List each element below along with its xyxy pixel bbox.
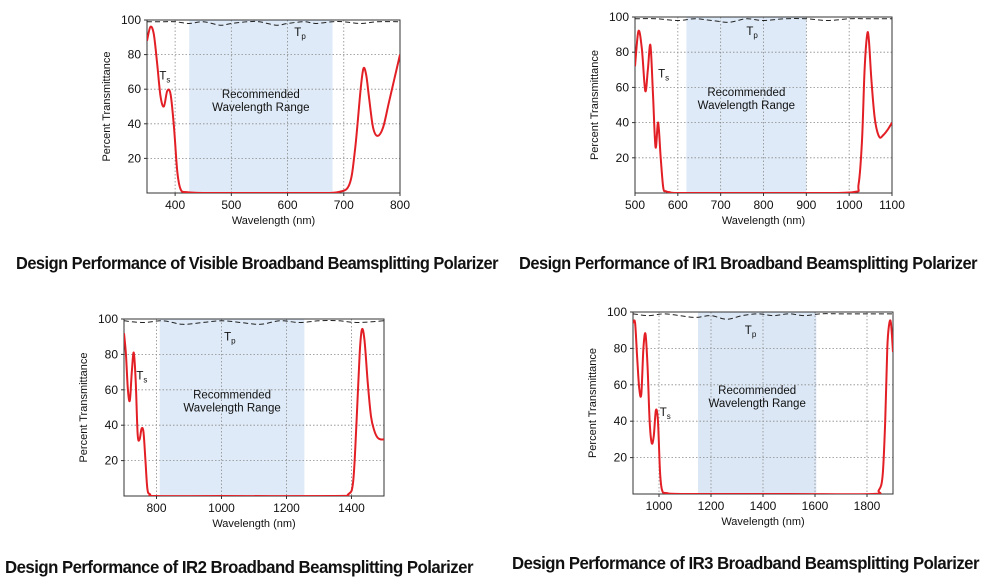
series-ts-ir1 <box>635 29 892 193</box>
x-tick-label: 1400 <box>750 499 777 513</box>
y-axis-label-ir2: Percent Transmittance <box>78 352 90 462</box>
y-axis-label-ir3: Percent Transmittance <box>587 348 599 458</box>
x-axis-label-ir2: Wavelength (nm) <box>212 518 295 530</box>
recommended-range-label: Wavelength Range <box>212 102 309 114</box>
chart-ir1: 500 600 700 800 900 1000 1100 20 40 60 80 100 Wavele… <box>589 10 905 227</box>
series-tp-visible <box>147 20 400 26</box>
x-tick-label: 500 <box>221 198 241 212</box>
chart-panel-ir2: 800 1000 1200 1400 20 40 60 80 100 Wavelength (nm… <box>0 291 492 583</box>
chart-caption-ir1: Design Performance of IR1 Broadband Beam… <box>519 253 978 273</box>
y-axis-label-ir1: Percent Transmittance <box>589 50 601 160</box>
recommended-range-label: Recommended <box>718 385 796 397</box>
series-annotation: Ts <box>136 371 147 385</box>
y-tick-label: 100 <box>121 13 141 27</box>
series-tp-ir1 <box>635 18 892 23</box>
x-axis-label-visible: Wavelength (nm) <box>232 215 315 227</box>
recommended-range-label: Recommended <box>222 89 300 101</box>
chart-caption-visible: Design Performance of Visible Broadband … <box>16 253 499 273</box>
gridlines-ir1 <box>635 17 892 193</box>
recommended-range-ir2 <box>159 319 305 496</box>
recommended-range-label: Wavelength Range <box>183 403 280 415</box>
y-tick-label: 40 <box>128 117 142 131</box>
x-tick-label: 1000 <box>208 501 235 515</box>
series-ts-ir3 <box>633 319 893 494</box>
x-tick-label: 800 <box>146 501 166 515</box>
y-tick-label: 100 <box>98 312 118 326</box>
chart-ir3: 1000 1200 1400 1600 1800 20 40 60 80 100 Wavelengt… <box>587 305 894 528</box>
chart-panel-ir3: 1000 1200 1400 1600 1800 20 40 60 80 100 Wavelengt… <box>492 291 985 583</box>
y-tick-label: 20 <box>614 451 628 465</box>
series-annotation: Ts <box>658 68 669 82</box>
recommended-range-label: Wavelength Range <box>698 100 795 112</box>
recommended-range-label: Wavelength Range <box>708 398 805 410</box>
x-tick-label: 1000 <box>646 499 673 513</box>
chart-ir2: 800 1000 1200 1400 20 40 60 80 100 Wavelength (nm… <box>78 312 385 530</box>
y-tick-label: 20 <box>105 454 119 468</box>
y-tick-label: 80 <box>128 48 142 62</box>
x-tick-label: 700 <box>334 198 354 212</box>
chart-panel-ir1: 500 600 700 800 900 1000 1100 20 40 60 80 100 Wavele… <box>492 0 985 291</box>
x-tick-label: 400 <box>165 198 185 212</box>
chart-caption-ir2: Design Performance of IR2 Broadband Beam… <box>5 557 474 577</box>
y-tick-label: 100 <box>607 305 627 319</box>
y-tick-label: 60 <box>128 82 142 96</box>
y-tick-label: 40 <box>616 116 630 130</box>
recommended-range-visible <box>189 20 333 193</box>
y-tick-label: 60 <box>105 383 119 397</box>
x-tick-label: 1400 <box>338 501 365 515</box>
x-tick-label: 600 <box>668 198 688 212</box>
x-tick-label: 500 <box>625 198 645 212</box>
y-tick-label: 40 <box>614 414 628 428</box>
chart-caption-ir3: Design Performance of IR3 Broadband Beam… <box>512 553 980 573</box>
recommended-range-label: Recommended <box>707 87 785 99</box>
y-tick-label: 60 <box>614 378 628 392</box>
y-tick-label: 60 <box>616 80 630 94</box>
series-tp-ir2 <box>124 320 384 325</box>
chart-visible: 400 500 600 700 800 20 40 60 80 100 Wavelength (nm… <box>101 13 410 227</box>
y-tick-label: 20 <box>616 151 630 165</box>
x-tick-label: 600 <box>278 198 298 212</box>
y-tick-label: 100 <box>609 10 629 24</box>
series-ts-ir2 <box>124 328 384 496</box>
x-tick-label: 1600 <box>802 499 829 513</box>
chart-panel-visible: 400 500 600 700 800 20 40 60 80 100 Wavelength (nm… <box>0 0 499 291</box>
x-tick-label: 1000 <box>836 198 863 212</box>
recommended-range-ir3 <box>698 312 817 494</box>
gridlines-ir3 <box>633 312 893 494</box>
y-axis-label-visible: Percent Transmittance <box>101 51 113 161</box>
y-tick-label: 80 <box>105 347 119 361</box>
x-tick-label: 1800 <box>854 499 881 513</box>
series-ts-visible <box>147 25 400 193</box>
x-tick-label: 1200 <box>698 499 725 513</box>
y-tick-label: 80 <box>614 341 628 355</box>
series-annotation: Ts <box>159 70 170 84</box>
y-tick-label: 80 <box>616 45 630 59</box>
recommended-range-ir1 <box>686 17 807 193</box>
x-tick-label: 800 <box>390 198 410 212</box>
recommended-range-label: Recommended <box>193 390 271 402</box>
x-axis-label-ir1: Wavelength (nm) <box>722 215 805 227</box>
x-tick-label: 800 <box>753 198 773 212</box>
x-axis-label-ir3: Wavelength (nm) <box>721 516 804 528</box>
y-tick-label: 20 <box>128 151 142 165</box>
x-tick-label: 700 <box>711 198 731 212</box>
gridlines-visible <box>147 20 400 193</box>
y-tick-label: 40 <box>105 418 119 432</box>
x-tick-label: 900 <box>796 198 816 212</box>
x-tick-label: 1100 <box>879 198 905 212</box>
x-tick-label: 1200 <box>273 501 300 515</box>
gridlines-ir2 <box>124 319 384 496</box>
series-annotation: Ts <box>660 407 671 421</box>
